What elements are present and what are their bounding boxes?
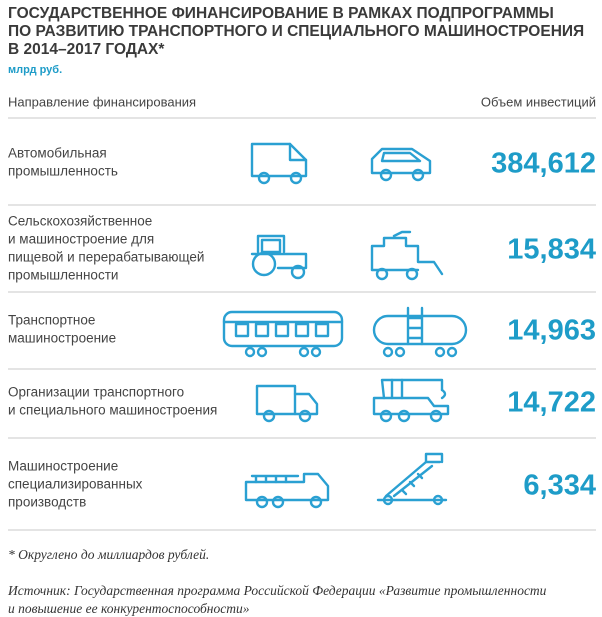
row-label: и специального машиностроения (8, 403, 217, 418)
fire-truck-icon (244, 472, 330, 509)
source-line: и повышение ее конкурентоспособности» (8, 601, 250, 616)
footnote: * Округлено до миллиардов рублей. (8, 547, 209, 562)
row-label: промышленности (8, 268, 118, 283)
texts: ГОСУДАРСТВЕННОЕ ФИНАНСИРОВАНИЕ В РАМКАХ … (7, 5, 596, 616)
van-icon (250, 142, 308, 185)
row-value: 14,963 (507, 315, 596, 347)
row-label: Машиностроение (8, 459, 118, 474)
row-label: Транспортное (8, 313, 95, 328)
column-header: Объем инвестиций (481, 94, 596, 109)
row-label: производств (8, 495, 86, 510)
truck-icon (255, 384, 319, 423)
title-line: В 2014–2017 ГОДАХ* (8, 41, 165, 58)
combine-icon (370, 230, 444, 281)
row-label: Автомобильная (8, 146, 107, 161)
row-value: 6,334 (523, 470, 596, 502)
title-line: ПО РАЗВИТИЮ ТРАНСПОРТНОГО И СПЕЦИАЛЬНОГО… (8, 23, 584, 40)
airport-stairs-icon (376, 452, 448, 506)
row-value: 384,612 (491, 148, 596, 180)
row-label: промышленность (8, 164, 118, 179)
tractor-icon (250, 234, 308, 280)
crane-truck-icon (372, 378, 450, 423)
title-line: ГОСУДАРСТВЕННОЕ ФИНАНСИРОВАНИЕ В РАМКАХ … (8, 5, 554, 22)
row-value: 14,722 (507, 387, 596, 419)
car-icon (370, 147, 432, 182)
column-header: Направление финансирования (8, 94, 196, 109)
row-label: Организации транспортного (8, 385, 184, 400)
row-label: машиностроение (8, 331, 116, 346)
railcar-icon (222, 310, 344, 358)
row-label: пищевой и перерабатывающей (8, 250, 204, 265)
row-label: специализированных (8, 477, 143, 492)
tank-car-icon (372, 306, 468, 358)
unit: млрд руб. (8, 64, 62, 76)
row-label: и машиностроение для (8, 232, 154, 247)
source-line: Источник: Государственная программа Росс… (7, 583, 547, 598)
row-value: 15,834 (507, 234, 596, 266)
row-label: Сельскохозяйственное (8, 214, 152, 229)
